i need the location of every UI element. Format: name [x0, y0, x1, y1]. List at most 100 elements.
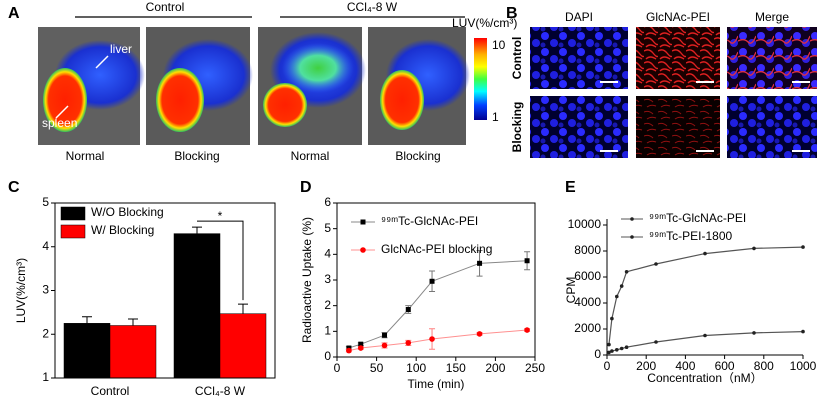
- fit-curve: [608, 246, 804, 345]
- legend-marker: [360, 219, 366, 225]
- point: [477, 260, 483, 266]
- image-label: Normal: [66, 149, 105, 163]
- point: [801, 329, 805, 334]
- legend-label: ⁹⁹ᵐTc-GlcNAc-PEI: [381, 214, 478, 228]
- panel-label: B: [506, 5, 518, 22]
- colorbar-label: LUV(%/cm³): [452, 16, 517, 30]
- point: [624, 345, 629, 350]
- error-bar: [128, 318, 138, 326]
- y-tick-label: 2: [42, 326, 49, 340]
- error-bar: [82, 316, 92, 324]
- y-axis-label: Radioactive Uptake (%): [300, 217, 314, 343]
- series-line: [348, 329, 528, 352]
- panel-label: D: [300, 179, 312, 196]
- column-label: GlcNAc-PEI: [646, 10, 710, 24]
- point: [654, 262, 658, 266]
- y-tick-label: 8000: [574, 243, 601, 257]
- legend-label: W/ Blocking: [91, 223, 154, 237]
- point: [615, 294, 619, 299]
- y-axis-label: CPM: [564, 277, 578, 304]
- point: [358, 341, 364, 347]
- point: [357, 345, 364, 351]
- bar: [63, 323, 111, 379]
- error-bar: [238, 303, 248, 314]
- panel-label: A: [8, 5, 20, 22]
- x-tick-label: 600: [715, 359, 735, 373]
- legend-marker: [630, 235, 634, 239]
- annotation: *: [218, 209, 223, 223]
- row-label: Blocking: [510, 102, 524, 153]
- legend-marker: [360, 247, 366, 253]
- y-tick-label: 1: [324, 324, 331, 338]
- y-tick-label: 6000: [574, 269, 601, 283]
- y-tick-label: 3: [42, 283, 49, 297]
- point: [476, 331, 483, 337]
- y-axis-label: LUV(%/cm³): [14, 258, 28, 323]
- point: [801, 245, 805, 249]
- bar: [109, 325, 157, 379]
- bar: [173, 233, 221, 379]
- x-tick-label: 150: [446, 361, 466, 375]
- legend-label: ⁹⁹ᵐTc-GlcNAc-PEI: [649, 211, 746, 225]
- group-label: CCl₄-8 W: [347, 0, 398, 14]
- point: [703, 333, 707, 338]
- y-tick-label: 3: [324, 272, 331, 286]
- x-tick-label: 800: [754, 359, 774, 373]
- point: [405, 340, 412, 346]
- x-tick-label: 0: [334, 361, 341, 375]
- point: [610, 316, 614, 321]
- point: [619, 346, 624, 351]
- x-tick-label: 250: [525, 361, 545, 375]
- point: [524, 327, 530, 333]
- point: [607, 342, 611, 347]
- x-tick-label: 1000: [790, 359, 817, 373]
- panel-label: E: [565, 179, 576, 196]
- legend-swatch: [60, 224, 86, 239]
- error-bar: [192, 226, 202, 234]
- annotation: spleen: [42, 116, 77, 130]
- column-label: Merge: [755, 10, 789, 24]
- x-axis-label: Concentration（nM）: [647, 371, 762, 385]
- spect-images: [38, 16, 487, 145]
- legend-label: W/O Blocking: [91, 205, 164, 219]
- y-tick-label: 4: [324, 247, 331, 261]
- point: [524, 258, 530, 264]
- point: [615, 348, 619, 352]
- point: [382, 332, 388, 338]
- annotation: liver: [110, 42, 132, 56]
- point: [429, 336, 435, 342]
- y-tick-label: 4000: [574, 295, 601, 309]
- y-tick-label: 5: [42, 195, 49, 209]
- point: [654, 340, 658, 344]
- x-axis-label: Time (min): [408, 377, 465, 391]
- x-tick-label: 50: [370, 361, 384, 375]
- image-label: Normal: [291, 149, 330, 163]
- y-tick-label: 1: [42, 370, 49, 384]
- colorbar-tick: 10: [492, 38, 506, 52]
- point: [752, 246, 756, 251]
- column-label: DAPI: [565, 10, 593, 24]
- plot-frame: [54, 202, 276, 379]
- point: [429, 278, 435, 284]
- group-label: Control: [146, 0, 185, 14]
- x-tick-label: 400: [675, 359, 695, 373]
- x-tick-label: Control: [91, 384, 130, 398]
- colorbar-tick: 1: [492, 110, 499, 124]
- row-label: Control: [510, 37, 524, 80]
- x-tick-label: 200: [485, 361, 505, 375]
- point: [405, 307, 411, 313]
- image-label: Blocking: [395, 149, 440, 163]
- point: [752, 331, 756, 335]
- x-tick-label: CCl₄-8 W: [195, 384, 246, 398]
- point: [703, 251, 707, 256]
- y-tick-label: 2: [324, 298, 331, 312]
- x-tick-label: 200: [636, 359, 656, 373]
- x-tick-label: 0: [604, 359, 611, 373]
- y-tick-label: 5: [324, 221, 331, 235]
- bar: [219, 313, 267, 379]
- y-tick-label: 0: [324, 349, 331, 363]
- microscopy-images: [530, 27, 817, 158]
- y-tick-label: 10000: [568, 217, 602, 231]
- x-tick-label: 100: [406, 361, 426, 375]
- legend-label: GlcNAc-PEI blocking: [381, 242, 492, 256]
